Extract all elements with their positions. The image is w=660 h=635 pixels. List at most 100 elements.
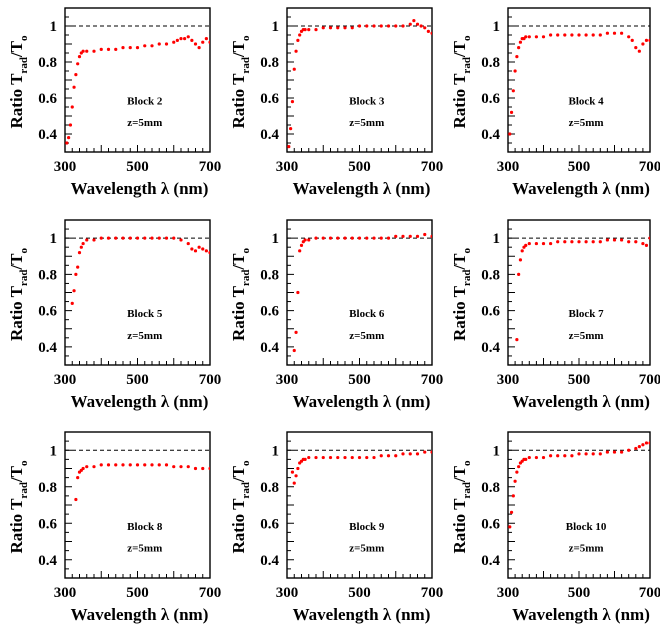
data-point [612, 238, 617, 242]
data-point [164, 236, 169, 240]
data-point [634, 240, 638, 244]
y-axis-title-part: o [240, 35, 252, 41]
data-series [508, 31, 650, 136]
y-axis-title-part: rad [240, 482, 252, 499]
y-axis-title-part: rad [461, 270, 473, 287]
depth-label: z=5mm [569, 117, 604, 129]
depth-label: z=5mm [569, 330, 604, 342]
data-point [620, 31, 624, 35]
data-point [511, 89, 515, 93]
data-point [648, 236, 650, 240]
data-point [598, 240, 602, 244]
data-point [549, 241, 553, 246]
y-axis-title-part: rad [240, 270, 252, 287]
data-point [549, 454, 553, 458]
y-axis-title: Ratio Trad/To [7, 247, 30, 341]
data-point [157, 42, 161, 46]
data-point [68, 123, 73, 127]
data-point [336, 26, 340, 30]
y-axis-title: Ratio Trad/To [229, 460, 252, 554]
y-axis-title-part: rad [461, 482, 473, 499]
y-axis-title-part: Ratio T [229, 498, 248, 554]
data-series [290, 450, 432, 485]
data-point [314, 236, 318, 240]
data-point [570, 240, 574, 244]
y-axis-title-part: o [461, 35, 473, 41]
x-axis-title: Wavelength λ (nm) [293, 179, 431, 198]
x-tick-label: 500 [126, 585, 149, 601]
data-point [379, 236, 383, 240]
x-tick-label: 300 [54, 159, 77, 175]
data-point [515, 55, 519, 59]
data-point [307, 28, 311, 32]
y-tick-label: 0.4 [38, 127, 57, 143]
y-tick-label: 0.6 [38, 91, 57, 107]
y-axis-title: Ratio Trad/To [450, 247, 473, 341]
y-tick-label: 0.4 [481, 340, 500, 356]
data-point [343, 455, 347, 460]
data-point [298, 249, 302, 253]
data-point [634, 46, 638, 50]
data-point [520, 249, 524, 253]
y-tick-label: 1 [50, 231, 58, 247]
data-point [287, 145, 291, 149]
y-axis-title-part: /T [7, 40, 26, 58]
data-point [343, 236, 347, 240]
y-axis-title-part: Ratio T [7, 285, 26, 341]
y-tick-label: 0.4 [481, 127, 500, 143]
data-point [426, 29, 430, 33]
block-label: Block 7 [569, 308, 605, 320]
data-point [372, 24, 376, 28]
x-tick-label: 500 [348, 372, 371, 388]
data-point [524, 35, 528, 39]
y-tick-label: 1 [493, 19, 501, 35]
data-point [128, 46, 132, 50]
y-tick-label: 0.6 [38, 516, 57, 532]
data-point [563, 454, 567, 458]
data-point [201, 40, 205, 44]
block-label: Block 10 [566, 521, 607, 533]
data-point [172, 40, 176, 44]
data-point [81, 241, 85, 246]
x-tick-label: 500 [348, 159, 371, 175]
data-point [204, 37, 208, 41]
data-point [321, 236, 325, 240]
y-tick-label: 0.6 [260, 91, 279, 107]
x-tick-label: 700 [199, 585, 222, 601]
y-tick-label: 0.6 [481, 516, 500, 532]
data-point [321, 26, 325, 30]
y-tick-label: 0.8 [38, 267, 57, 283]
y-tick-label: 0.6 [481, 91, 500, 107]
chart-panel: 300 500 700 0.4 0.6 0.8 1 Wavelength λ (nm) Rati… [7, 7, 221, 198]
data-point [430, 450, 432, 454]
data-point [641, 443, 645, 447]
data-point [106, 463, 111, 467]
y-axis-title-part: o [240, 247, 252, 253]
data-point [175, 38, 179, 43]
y-tick-label: 1 [50, 19, 58, 35]
data-point [290, 100, 295, 104]
data-point [541, 35, 546, 39]
data-point [627, 35, 631, 39]
data-point [591, 452, 595, 456]
data-point [328, 236, 333, 240]
y-tick-label: 1 [493, 231, 501, 247]
y-tick-label: 0.4 [260, 553, 279, 569]
data-point [314, 455, 318, 460]
y-axis-title: Ratio Trad/To [450, 460, 473, 554]
data-point [386, 236, 391, 240]
data-point [70, 301, 74, 305]
y-axis-title-part: Ratio T [450, 285, 469, 341]
y-tick-label: 0.4 [481, 553, 500, 569]
data-point [627, 448, 631, 452]
data-point [72, 289, 76, 293]
data-point [307, 238, 311, 242]
y-axis-title-part: o [240, 460, 252, 466]
data-point [135, 46, 140, 50]
data-point [515, 470, 519, 474]
data-point [135, 463, 140, 467]
data-point [307, 455, 311, 460]
data-point [92, 238, 96, 242]
